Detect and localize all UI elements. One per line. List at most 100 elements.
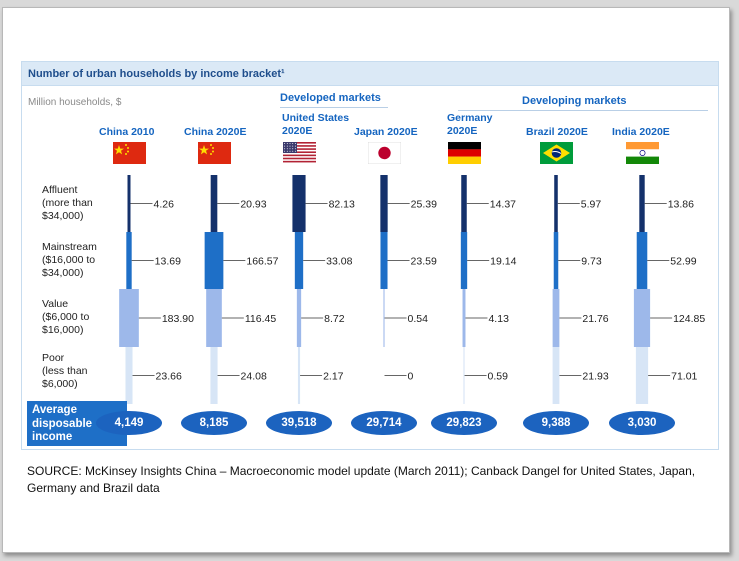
bar-value — [206, 289, 222, 347]
country-header-line: China 2020E — [184, 126, 247, 138]
bar-value — [383, 289, 385, 347]
value-label: 4.26 — [153, 199, 174, 211]
value-label: 71.01 — [671, 371, 697, 383]
bar-affluent — [554, 175, 558, 232]
bar-mainstream — [460, 232, 468, 289]
income-bracket-label-line: $34,000) — [42, 210, 84, 222]
income-bracket-label-line: Value — [42, 298, 69, 310]
china-flag-icon — [113, 142, 146, 164]
market-group-label: Developed markets — [280, 92, 381, 104]
china-flag-icon — [198, 142, 231, 164]
value-label: 0.54 — [408, 313, 429, 325]
bar-mainstream — [126, 232, 132, 289]
value-label: 21.93 — [582, 371, 608, 383]
value-label: 116.45 — [245, 313, 276, 325]
bar-poor — [635, 347, 649, 404]
value-label: 33.08 — [326, 256, 352, 268]
avg-income-pill: 9,388 — [523, 411, 589, 435]
bar-chart: 4.26 20.93 82.13 25.39 14.37 5.97 13.86 13.69 16… — [119, 175, 705, 404]
country-header-line: 2020E — [447, 125, 478, 137]
bar-poor — [552, 347, 560, 404]
country-header: Brazil 2020E — [526, 126, 588, 139]
slide-frame: Number of urban households by income bra… — [2, 7, 730, 553]
country-header: India 2020E — [612, 126, 670, 139]
usa-flag-icon — [283, 142, 316, 164]
income-bracket-label: Mainstream ($16,000 to $34,000) — [42, 241, 97, 280]
country-header-line: Brazil 2020E — [526, 126, 588, 138]
value-label: 8.72 — [324, 313, 345, 325]
avg-income-pill: 8,185 — [181, 411, 247, 435]
market-group-divider — [458, 110, 708, 111]
income-bracket-label: Poor (less than $6,000) — [42, 352, 88, 391]
country-header: China 2010 — [99, 126, 154, 139]
avg-income-pill: 3,030 — [609, 411, 675, 435]
country-header-line: Germany — [447, 112, 493, 124]
value-label: 13.69 — [155, 256, 181, 268]
country-header-line: United States — [282, 112, 350, 124]
bar-value — [552, 289, 560, 347]
bar-affluent — [639, 175, 645, 232]
avg-income-pill: 39,518 — [266, 411, 332, 435]
bar-mainstream — [553, 232, 559, 289]
value-label: 13.86 — [668, 199, 694, 211]
title-bar: Number of urban households by income bra… — [22, 62, 718, 86]
income-bracket-label-line: (less than — [42, 365, 88, 377]
income-bracket-label-line: ($16,000 to — [42, 254, 96, 266]
value-label: 183.90 — [162, 313, 194, 325]
chart-card: Number of urban households by income bra… — [21, 61, 719, 450]
bar-affluent — [380, 175, 388, 232]
income-bracket-label-line: $16,000) — [42, 324, 84, 336]
market-group-divider — [280, 107, 388, 108]
bar-value — [633, 289, 651, 347]
value-label: 124.85 — [673, 313, 705, 325]
bar-poor — [297, 347, 301, 404]
value-label: 52.99 — [670, 256, 696, 268]
bar-affluent — [461, 175, 467, 232]
india-flag-icon — [626, 142, 659, 164]
avg-income-pill: 29,714 — [351, 411, 417, 435]
country-header: China 2020E — [184, 126, 246, 139]
bar-affluent — [127, 175, 131, 232]
value-label: 21.76 — [582, 313, 608, 325]
value-label: 23.59 — [411, 256, 437, 268]
income-bracket-label: Affluent (more than $34,000) — [42, 184, 93, 223]
value-label: 0 — [408, 371, 414, 383]
value-label: 4.13 — [488, 313, 509, 325]
avg-income-label-line: Average — [32, 404, 77, 416]
avg-income-pill: 29,823 — [431, 411, 497, 435]
country-header: United States 2020E — [282, 112, 349, 138]
value-label: 20.93 — [240, 199, 266, 211]
income-bracket-label-line: Affluent — [42, 184, 78, 196]
income-bracket-label-line: (more than — [42, 197, 93, 209]
units-label: Million households, $ — [28, 97, 122, 108]
income-bracket-label-line: $34,000) — [42, 267, 84, 279]
avg-income-label-line: income — [32, 431, 73, 443]
country-header-line: Japan 2020E — [354, 126, 418, 138]
value-label: 166.57 — [246, 256, 278, 268]
chart-title: Number of urban households by income bra… — [28, 68, 285, 80]
value-label: 9.73 — [581, 256, 602, 268]
value-label: 82.13 — [329, 199, 355, 211]
value-label: 14.37 — [490, 199, 516, 211]
country-header-line: India 2020E — [612, 126, 670, 138]
avg-income-pill: 4,149 — [96, 411, 162, 435]
bar-poor — [125, 347, 133, 404]
bar-value — [296, 289, 302, 347]
avg-income-label-line: disposable — [32, 417, 93, 430]
bar-affluent — [292, 175, 306, 232]
bar-poor — [210, 347, 218, 404]
value-label: 2.17 — [323, 371, 344, 383]
value-label: 5.97 — [581, 199, 602, 211]
brazil-flag-icon — [540, 142, 573, 164]
country-header-line: China 2010 — [99, 126, 155, 138]
value-label: 25.39 — [411, 199, 437, 211]
income-bracket-label-line: ($6,000 to — [42, 311, 90, 323]
germany-flag-icon — [448, 142, 481, 164]
country-header: Germany 2020E — [447, 112, 493, 138]
value-label: 0.59 — [488, 371, 509, 383]
income-bracket-label-line: Mainstream — [42, 241, 97, 253]
bar-value — [462, 289, 466, 347]
income-bracket-label-line: $6,000) — [42, 378, 78, 390]
value-label: 23.66 — [156, 371, 182, 383]
country-header-line: 2020E — [282, 125, 313, 137]
